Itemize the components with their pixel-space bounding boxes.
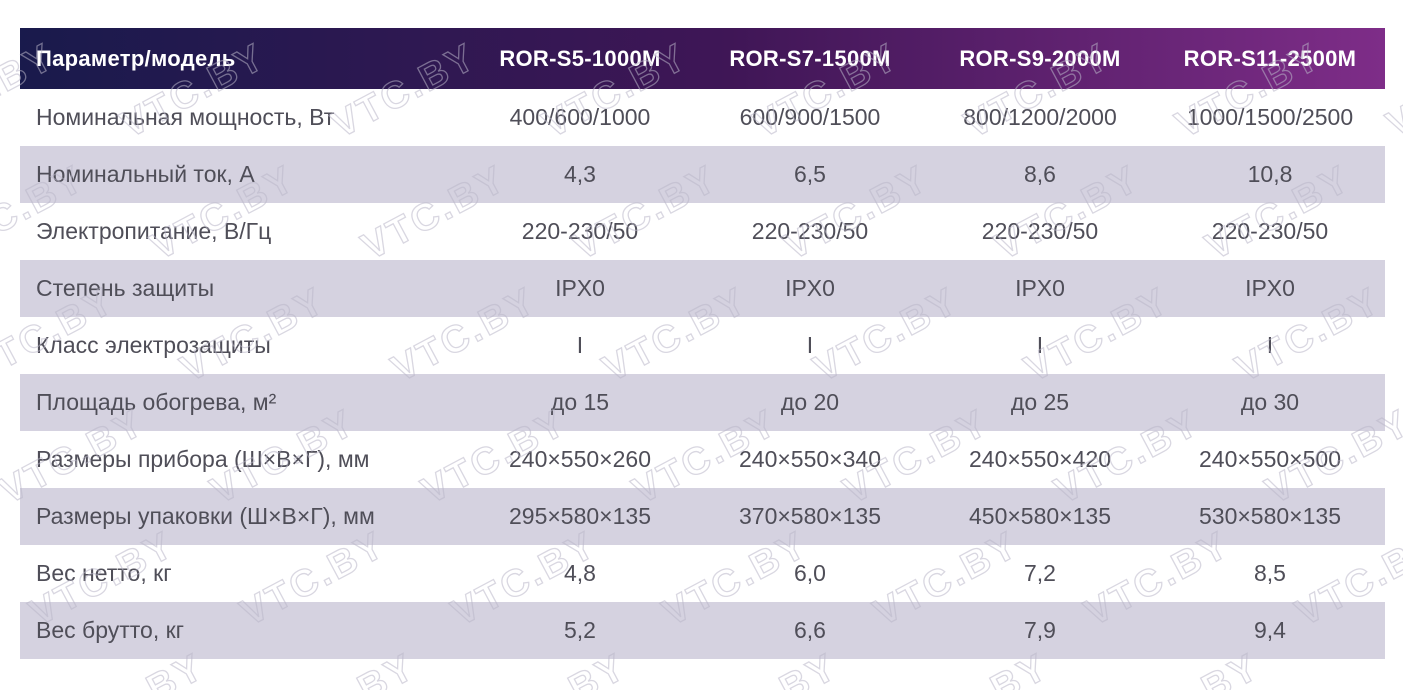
cell-value: 240×550×420: [969, 446, 1111, 472]
row-label: Номинальный ток, А: [36, 161, 255, 187]
cell-value: 7,2: [1024, 560, 1056, 586]
row-label: Электропитание, В/Гц: [36, 218, 272, 244]
cell-value: 8,6: [1024, 161, 1056, 187]
cell-value: 400/600/1000: [509, 104, 651, 130]
table-row: Размеры упаковки (Ш×В×Г), мм 295×580×135 3…: [20, 488, 1385, 545]
cell-value: 370×580×135: [739, 503, 881, 529]
table-row: Класс электрозащиты I I I I: [20, 317, 1385, 374]
table-row: Размеры прибора (Ш×В×Г), мм 240×550×260 24…: [20, 431, 1385, 488]
row-label: Размеры прибора (Ш×В×Г), мм: [36, 446, 370, 472]
cell-value: 1000/1500/2500: [1186, 104, 1354, 130]
column-header-parameter: Параметр/модель: [36, 45, 236, 71]
cell-value: 4,8: [564, 560, 596, 586]
cell-value: 10,8: [1247, 161, 1293, 187]
cell-value: 600/900/1500: [739, 104, 881, 130]
cell-value: 220-230/50: [981, 218, 1099, 244]
table-row: Площадь обогрева, м² до 15 до 20 до 25 до 30: [20, 374, 1385, 431]
column-header-model-4: ROR-S11-2500M: [1183, 45, 1357, 71]
row-label: Вес нетто, кг: [36, 560, 172, 586]
cell-value: 9,4: [1254, 617, 1286, 643]
cell-value: 240×550×260: [509, 446, 651, 472]
cell-value: 6,5: [794, 161, 826, 187]
table-row: Электропитание, В/Гц 220-230/50 220-230/50…: [20, 203, 1385, 260]
cell-value: IPX0: [555, 275, 605, 301]
column-header-model-2: ROR-S7-1500M: [729, 45, 891, 71]
cell-value: до 15: [550, 389, 610, 415]
cell-value: 8,5: [1254, 560, 1286, 586]
table-row: Номинальный ток, А 4,3 6,5 8,6 10,8: [20, 146, 1385, 203]
row-label: Размеры упаковки (Ш×В×Г), мм: [36, 503, 375, 529]
table-body: Номинальная мощность, Вт 400/600/1000 600/…: [20, 89, 1385, 659]
cell-value: IPX0: [1245, 275, 1295, 301]
cell-value: IPX0: [1015, 275, 1065, 301]
cell-value: 240×550×340: [739, 446, 881, 472]
cell-value: 530×580×135: [1199, 503, 1341, 529]
cell-value: I: [576, 332, 584, 358]
cell-value: 4,3: [564, 161, 596, 187]
cell-value: 220-230/50: [751, 218, 869, 244]
cell-value: I: [1036, 332, 1044, 358]
row-label: Вес брутто, кг: [36, 617, 185, 643]
cell-value: 6,0: [794, 560, 826, 586]
cell-value: до 30: [1240, 389, 1300, 415]
cell-value: 6,6: [794, 617, 826, 643]
watermark-text: VTC.BY: [0, 645, 1, 690]
table-header-row: Параметр/модель ROR-S5-1000M ROR-S7-1500…: [20, 28, 1385, 89]
cell-value: 220-230/50: [1211, 218, 1329, 244]
cell-value: до 25: [1010, 389, 1070, 415]
row-label: Класс электрозащиты: [36, 332, 271, 358]
row-label: Номинальная мощность, Вт: [36, 104, 335, 130]
cell-value: 7,9: [1024, 617, 1056, 643]
cell-value: 220-230/50: [521, 218, 639, 244]
cell-value: 240×550×500: [1199, 446, 1341, 472]
cell-value: I: [806, 332, 814, 358]
row-label: Площадь обогрева, м²: [36, 389, 277, 415]
table-row: Вес брутто, кг 5,2 6,6 7,9 9,4: [20, 602, 1385, 659]
cell-value: IPX0: [785, 275, 835, 301]
cell-value: до 20: [780, 389, 840, 415]
cell-value: 800/1200/2000: [963, 104, 1117, 130]
row-label: Степень защиты: [36, 275, 215, 301]
table-row: Номинальная мощность, Вт 400/600/1000 600/…: [20, 89, 1385, 146]
table-row: Степень защиты IPX0 IPX0 IPX0 IPX0: [20, 260, 1385, 317]
cell-value: 5,2: [564, 617, 596, 643]
cell-value: I: [1266, 332, 1274, 358]
cell-value: 450×580×135: [969, 503, 1111, 529]
column-header-model-1: ROR-S5-1000M: [499, 45, 661, 71]
table-row: Вес нетто, кг 4,8 6,0 7,2 8,5: [20, 545, 1385, 602]
spec-table: Параметр/модель ROR-S5-1000M ROR-S7-1500…: [20, 28, 1385, 659]
column-header-model-3: ROR-S9-2000M: [959, 45, 1121, 71]
cell-value: 295×580×135: [509, 503, 651, 529]
